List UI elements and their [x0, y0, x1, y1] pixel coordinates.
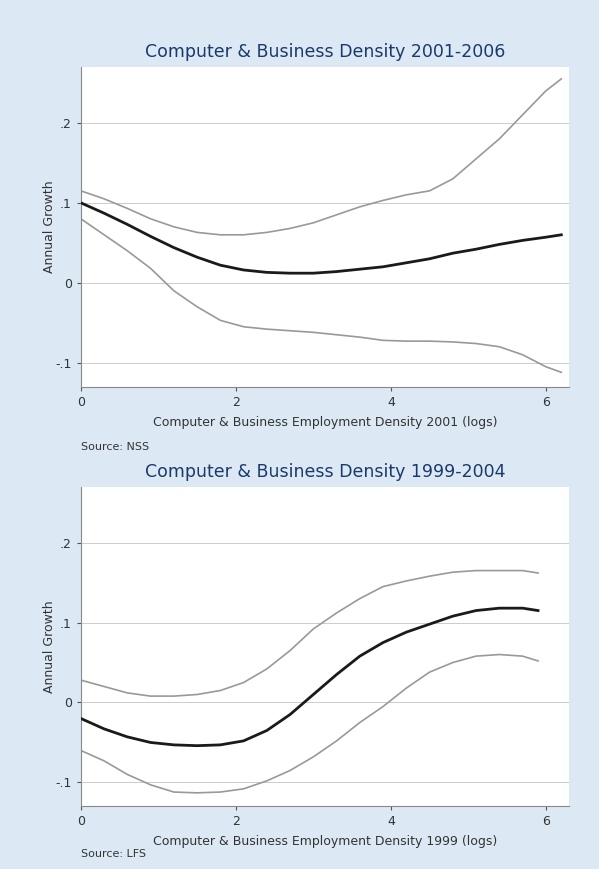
Text: Source: NSS: Source: NSS — [81, 441, 149, 452]
X-axis label: Computer & Business Employment Density 1999 (logs): Computer & Business Employment Density 1… — [153, 835, 497, 848]
Y-axis label: Annual Growth: Annual Growth — [43, 600, 56, 693]
Y-axis label: Annual Growth: Annual Growth — [43, 181, 56, 273]
Title: Computer & Business Density 1999-2004: Computer & Business Density 1999-2004 — [145, 463, 505, 481]
X-axis label: Computer & Business Employment Density 2001 (logs): Computer & Business Employment Density 2… — [153, 415, 497, 428]
Title: Computer & Business Density 2001-2006: Computer & Business Density 2001-2006 — [145, 43, 505, 61]
Text: Source: LFS: Source: LFS — [81, 848, 146, 859]
